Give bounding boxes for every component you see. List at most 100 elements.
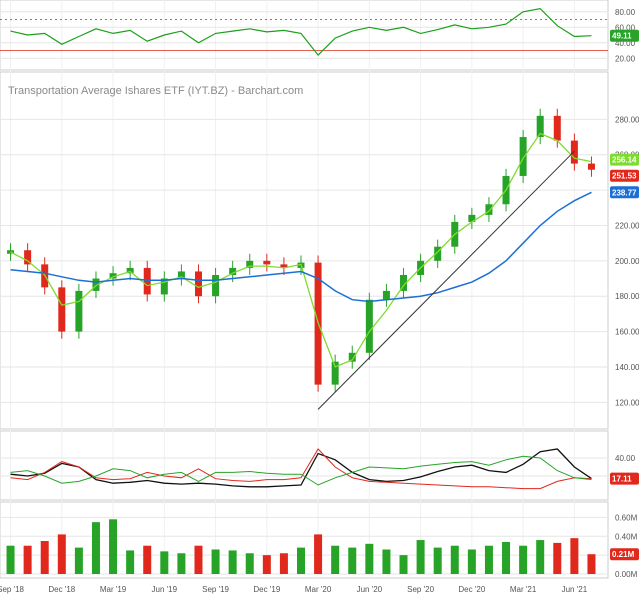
chart-title: Transportation Average Ishares ETF (IYT.…	[8, 85, 303, 97]
axis-layer: Sep '18 Dec '18 Mar '19 Jun '19 Sep '19 Dec '…	[0, 8, 639, 594]
x-tick-label: Jun '20	[357, 585, 383, 594]
candle-body	[263, 260, 271, 265]
candle-body	[24, 250, 32, 265]
volume-bar	[126, 550, 135, 574]
x-tick-label: Dec '19	[253, 585, 280, 594]
rsi-tick-label: 80.00	[615, 8, 636, 17]
volume-tick-label: 0.40M	[615, 532, 638, 541]
x-tick-label: Dec '18	[48, 585, 75, 594]
x-tick-label: Jun '21	[562, 585, 588, 594]
candle-body	[109, 273, 117, 279]
price-tick-label: 280.00	[615, 115, 639, 124]
rsi-tick-label: 60.00	[615, 23, 636, 32]
fast-ma-last-value-box	[610, 153, 639, 166]
volume-tick-label: 0.60M	[615, 513, 638, 522]
candle-body	[468, 214, 476, 222]
volume-last-value-box	[610, 548, 639, 561]
volume-bar	[245, 553, 254, 574]
rsi-last-value-box	[610, 29, 639, 42]
minus-di-line	[10, 448, 592, 490]
volume-bar	[194, 545, 203, 574]
volume-bar	[450, 545, 459, 574]
dmi-last-value-box	[610, 472, 639, 485]
slow-ma-last-value: 238.77	[612, 188, 637, 197]
close-last-value-box	[610, 169, 639, 182]
rsi-tick-label: 20.00	[615, 54, 636, 63]
price-tick-label: 180.00	[615, 292, 639, 301]
slow-moving-average-line	[10, 191, 592, 303]
fast-ma-last-value: 256.14	[612, 156, 637, 165]
x-tick-label: Jun '19	[152, 585, 178, 594]
candle-body	[177, 271, 185, 279]
volume-bar	[143, 545, 152, 574]
candle-body	[434, 246, 442, 261]
price-tick-label: 120.00	[615, 398, 639, 407]
candle-body	[58, 287, 66, 332]
candle-body	[126, 267, 134, 274]
price-tick-label: 220.00	[615, 221, 639, 230]
volume-bar	[467, 549, 476, 574]
candle-body	[246, 260, 254, 268]
volume-bar	[109, 519, 118, 574]
price-tick-label: 140.00	[615, 363, 639, 372]
candle-body	[536, 115, 544, 138]
volume-bar	[433, 547, 442, 574]
rsi-panel	[0, 0, 609, 71]
price-tick-label: 200.00	[615, 257, 639, 266]
candle-body	[280, 264, 288, 268]
price-tick-label: 160.00	[615, 328, 639, 337]
volume-bar	[211, 549, 220, 574]
volume-bar	[399, 555, 408, 574]
candle-body	[160, 278, 168, 295]
candle-body	[212, 274, 220, 297]
volume-bar	[365, 543, 374, 574]
volume-bar	[484, 545, 493, 574]
candle-body	[570, 140, 578, 164]
volume-tick-label: 0.00M	[615, 570, 638, 579]
volume-bar	[57, 534, 66, 574]
candle-body	[485, 204, 493, 215]
volume-bar	[536, 540, 545, 574]
rsi-line	[10, 7, 592, 57]
candle-body	[382, 290, 390, 300]
volume-bar	[348, 547, 357, 574]
adx-line	[10, 448, 592, 488]
x-tick-label: Sep '18	[0, 585, 25, 594]
marks-layer	[6, 7, 596, 574]
volume-bar	[331, 545, 340, 574]
trend-line	[317, 150, 575, 410]
candle-body	[194, 271, 202, 297]
volume-bar	[262, 555, 271, 574]
x-tick-label: Sep '20	[407, 585, 434, 594]
candle-body	[75, 290, 83, 332]
volume-bar	[519, 545, 528, 574]
volume-bar	[502, 541, 511, 574]
x-tick-label: Sep '19	[202, 585, 229, 594]
volume-bar	[23, 545, 32, 574]
candle-body	[587, 163, 595, 170]
candle-body	[143, 267, 151, 295]
plus-di-line	[10, 455, 592, 486]
fast-moving-average-line	[10, 132, 592, 368]
volume-bar	[587, 554, 596, 574]
volume-bar	[314, 534, 323, 574]
candle-body	[365, 299, 373, 353]
volume-bar	[228, 550, 237, 574]
volume-bar	[74, 547, 83, 574]
dmi-panel	[0, 430, 609, 501]
candle-body	[229, 267, 237, 275]
volume-last-value: 0.21M	[612, 550, 635, 559]
volume-bar	[382, 549, 391, 574]
candle-body	[348, 352, 356, 362]
x-tick-label: Mar '20	[305, 585, 332, 594]
volume-bar	[297, 547, 305, 574]
price-panel	[0, 71, 609, 430]
volume-bar	[177, 553, 186, 574]
x-tick-label: Dec '20	[458, 585, 485, 594]
close-last-value: 251.53	[612, 172, 637, 181]
candle-body	[400, 274, 408, 291]
volume-bar	[6, 545, 15, 574]
volume-bar	[40, 541, 49, 574]
volume-bar	[416, 540, 425, 574]
